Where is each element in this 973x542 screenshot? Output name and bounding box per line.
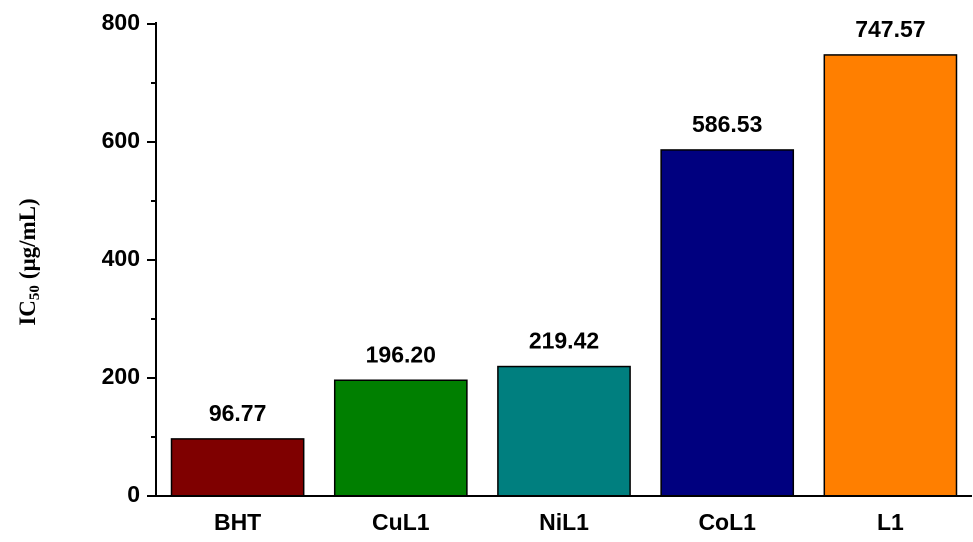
y-tick-label: 400 (102, 245, 140, 271)
value-label: 219.42 (529, 328, 599, 354)
x-tick-label: BHT (214, 509, 261, 535)
y-tick-label: 0 (127, 481, 140, 507)
y-tick-label: 600 (102, 127, 140, 153)
bar (660, 149, 795, 497)
value-label: 586.53 (692, 111, 762, 137)
y-tick-label: 200 (102, 363, 140, 389)
y-tick-label: 800 (102, 9, 140, 35)
y-label-sub: 50 (27, 285, 43, 300)
value-label: 96.77 (209, 400, 267, 426)
value-label: 747.57 (855, 16, 925, 42)
y-label-main: IC (15, 300, 40, 326)
bar (333, 379, 468, 497)
x-tick-label: NiL1 (539, 509, 589, 535)
value-label: 196.20 (366, 341, 436, 367)
bar (823, 54, 958, 497)
x-tick-label: CoL1 (698, 509, 756, 535)
y-axis-label: IC50 (μg/mL) (15, 198, 43, 325)
y-label-unit: (μg/mL) (15, 198, 40, 279)
x-tick-label: L1 (877, 509, 904, 535)
bar (170, 438, 305, 497)
bar (497, 365, 631, 497)
x-tick-label: CuL1 (372, 509, 430, 535)
